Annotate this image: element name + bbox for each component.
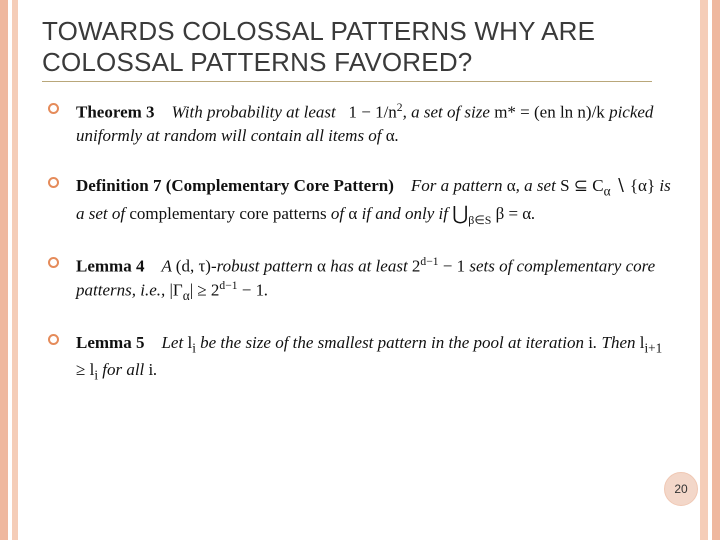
text: be the size of the smallest pattern in t… — [196, 333, 588, 352]
slide: TOWARDS COLOSSAL PATTERNS WHY ARE COLOSS… — [0, 0, 720, 540]
math: S ⊆ C — [560, 176, 604, 195]
bullet-icon — [48, 177, 59, 188]
sub: α — [604, 183, 611, 198]
text: , a set — [516, 176, 560, 195]
text: Let — [161, 333, 187, 352]
math: ⋃ — [452, 204, 468, 225]
text: For a pattern — [411, 176, 507, 195]
item-label: Lemma 4 — [76, 256, 144, 275]
bullet-icon — [48, 334, 59, 345]
math: − 1 — [237, 280, 264, 299]
math: β = α — [491, 204, 531, 223]
text: With probability at least — [172, 103, 336, 122]
math: (d, τ) — [176, 256, 211, 275]
text: . — [395, 126, 399, 145]
text: has at least — [326, 256, 412, 275]
sup: d−1 — [219, 279, 237, 292]
sub: β∈S — [468, 213, 491, 227]
math: α — [386, 126, 395, 145]
bullet-icon — [48, 257, 59, 268]
term: complementary core patterns — [129, 204, 326, 223]
item-definition-7: Definition 7 (Complementary Core Pattern… — [48, 174, 672, 228]
math: α — [507, 176, 516, 195]
text: , a set of size — [403, 103, 495, 122]
sub: i+1 — [644, 340, 662, 355]
math: |Γ — [170, 280, 183, 299]
math: 1 − 1/n — [348, 103, 396, 122]
math: − 1 — [438, 256, 465, 275]
text: . — [264, 280, 268, 299]
math: ∖ {α} — [611, 176, 656, 195]
math: m* = (en ln n)/k — [494, 103, 605, 122]
slide-title: TOWARDS COLOSSAL PATTERNS WHY ARE COLOSS… — [42, 16, 652, 82]
text: if and only if — [357, 204, 452, 223]
item-theorem-3: Theorem 3 With probability at least 1 − … — [48, 100, 672, 148]
bullet-icon — [48, 103, 59, 114]
item-label: Theorem 3 — [76, 103, 155, 122]
page-number: 20 — [664, 472, 698, 506]
sup: d−1 — [420, 255, 438, 268]
item-label: Lemma 5 — [76, 333, 144, 352]
text: A — [161, 256, 175, 275]
math: α — [317, 256, 326, 275]
text: -robust pattern — [211, 256, 317, 275]
bullet-list: Theorem 3 With probability at least 1 − … — [42, 100, 672, 384]
text: for all — [98, 360, 149, 379]
item-label: Definition 7 (Complementary Core Pattern… — [76, 176, 394, 195]
math: α — [348, 204, 357, 223]
text: . Then — [593, 333, 640, 352]
sub: α — [183, 288, 190, 303]
item-lemma-5: Lemma 5 Let li be the size of the smalle… — [48, 331, 672, 384]
text: of — [327, 204, 349, 223]
item-lemma-4: Lemma 4 A (d, τ)-robust pattern α has at… — [48, 254, 672, 305]
text: . — [153, 360, 157, 379]
text: . — [531, 204, 535, 223]
math: ≥ l — [76, 360, 94, 379]
math: | ≥ 2 — [190, 280, 220, 299]
